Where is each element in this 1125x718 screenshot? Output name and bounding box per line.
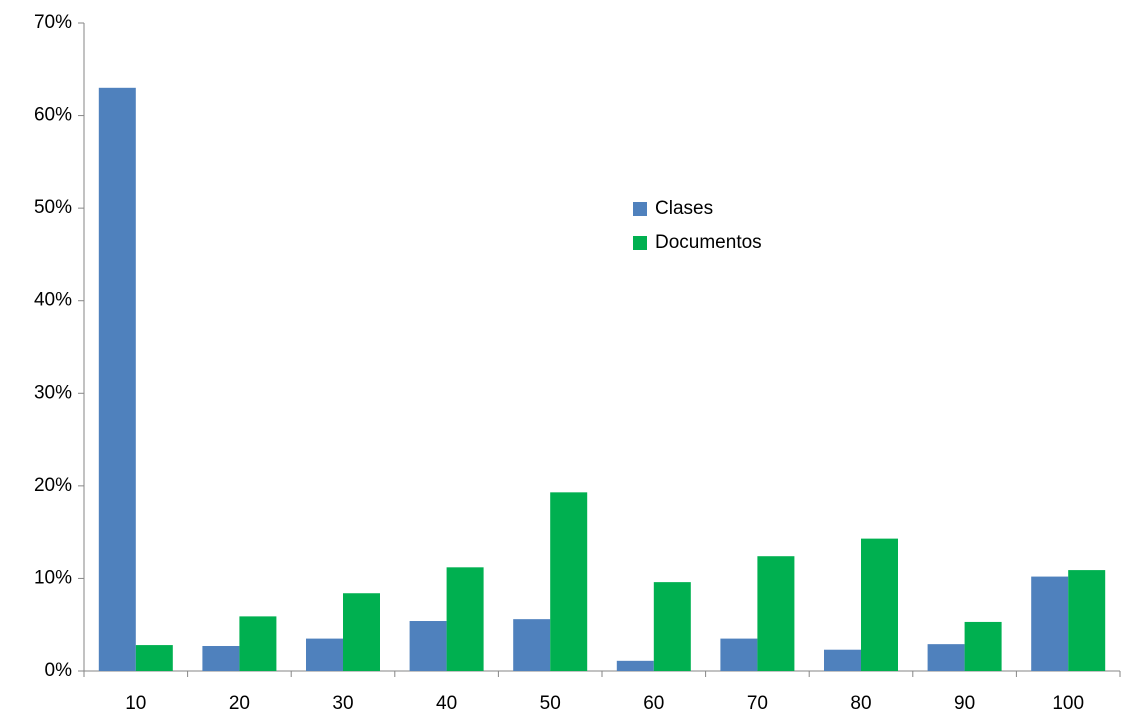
y-tick-label: 30% — [34, 382, 72, 403]
x-tick-label: 40 — [436, 693, 457, 714]
legend-swatch — [633, 236, 647, 250]
bar — [861, 538, 898, 671]
bar — [409, 621, 447, 671]
x-tick-label: 80 — [850, 693, 871, 714]
x-tick-label: 10 — [125, 693, 146, 714]
bar — [446, 567, 484, 671]
legend-label: Clases — [655, 198, 713, 219]
y-tick-label: 70% — [34, 12, 72, 33]
y-tick-label: 40% — [34, 290, 72, 311]
bar — [927, 644, 965, 671]
bar — [1031, 576, 1069, 671]
bar — [98, 87, 136, 672]
bar — [616, 660, 654, 671]
bar — [757, 556, 795, 671]
bar — [964, 621, 1002, 671]
bar — [824, 649, 861, 671]
x-tick-label: 90 — [954, 693, 975, 714]
bar — [513, 619, 551, 671]
y-tick-label: 50% — [34, 197, 72, 218]
y-tick-label: 60% — [34, 105, 72, 126]
bar — [306, 638, 343, 671]
bar — [343, 593, 380, 671]
x-tick-label: 20 — [229, 693, 250, 714]
bar — [202, 646, 240, 671]
x-tick-label: 30 — [332, 693, 353, 714]
x-tick-label: 100 — [1052, 693, 1084, 714]
y-tick-label: 10% — [34, 567, 72, 588]
legend-label: Documentos — [655, 232, 762, 253]
bar — [653, 582, 691, 671]
bar — [239, 616, 277, 671]
bar — [550, 492, 588, 671]
x-tick-label: 60 — [643, 693, 664, 714]
legend-swatch — [633, 202, 647, 216]
bar — [720, 638, 758, 671]
y-tick-label: 20% — [34, 475, 72, 496]
bar — [1068, 570, 1106, 671]
bar — [135, 645, 173, 671]
y-tick-label: 0% — [45, 660, 73, 681]
x-tick-label: 50 — [540, 693, 561, 714]
x-tick-label: 70 — [747, 693, 768, 714]
